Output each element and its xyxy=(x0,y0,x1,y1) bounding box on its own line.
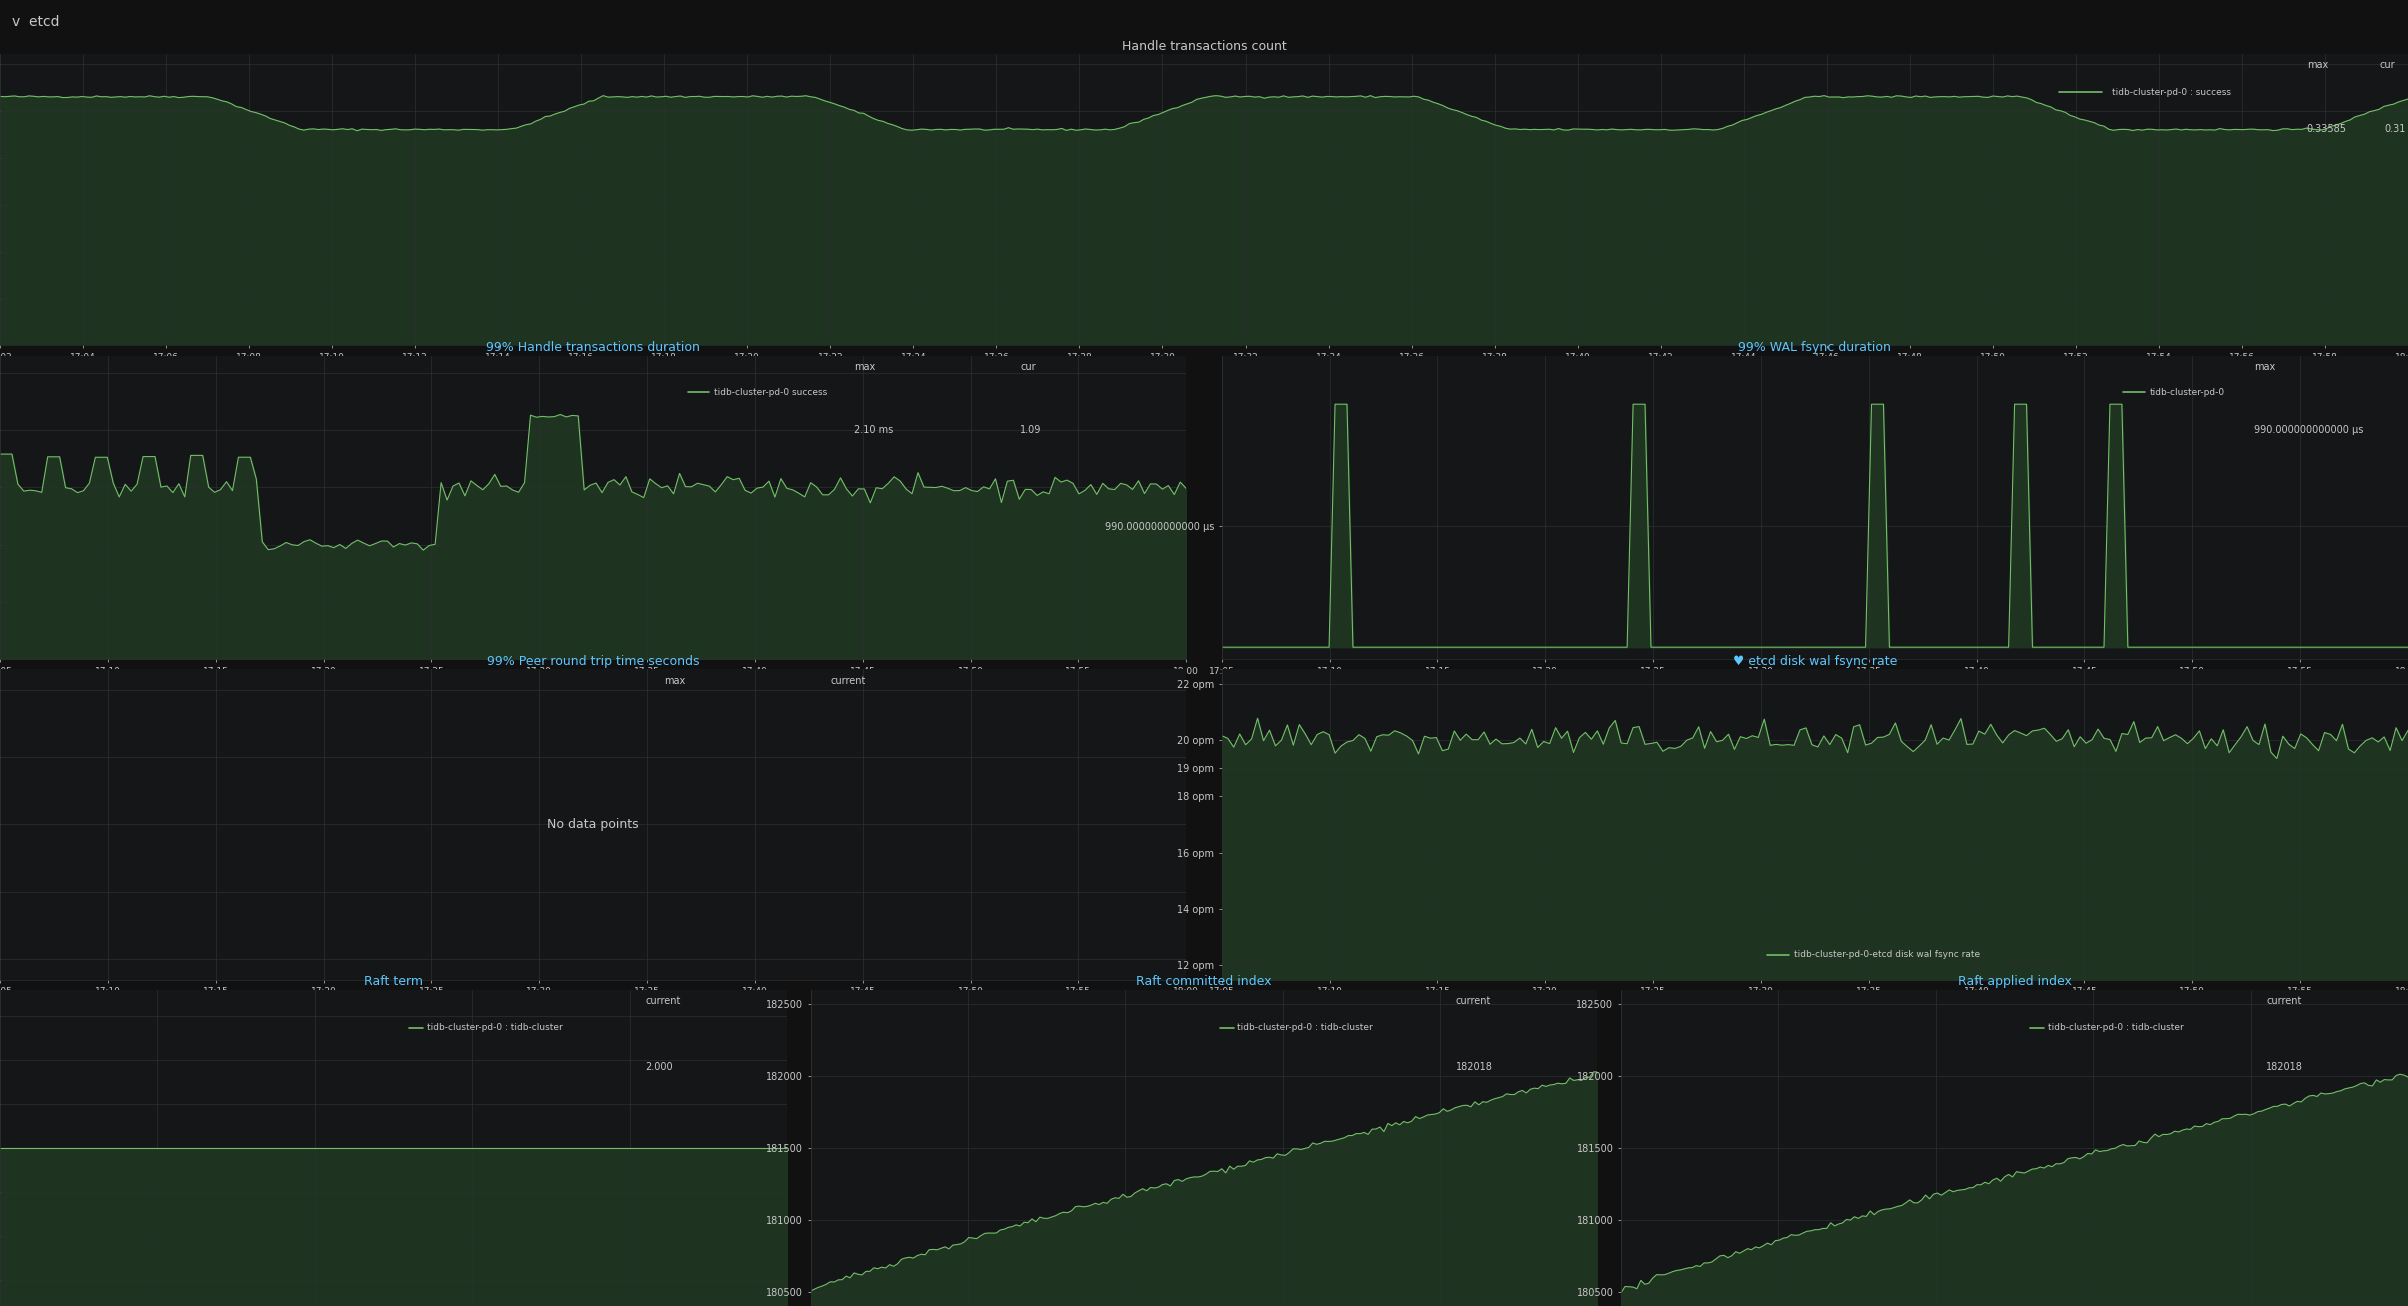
Text: current: current xyxy=(2266,996,2302,1006)
Text: 990.000000000000 µs: 990.000000000000 µs xyxy=(2254,426,2362,435)
Title: Raft term: Raft term xyxy=(364,976,424,989)
Title: Raft committed index: Raft committed index xyxy=(1137,976,1271,989)
Text: cur: cur xyxy=(2379,60,2394,71)
Text: max: max xyxy=(2307,60,2329,71)
Text: 2.000: 2.000 xyxy=(645,1062,672,1072)
Text: 0.33585: 0.33585 xyxy=(2307,124,2348,135)
Title: 99% Peer round trip time seconds: 99% Peer round trip time seconds xyxy=(486,656,698,669)
Text: current: current xyxy=(1457,996,1491,1006)
Text: tidb-cluster-pd-0 success: tidb-cluster-pd-0 success xyxy=(715,388,828,397)
Text: v  etcd: v etcd xyxy=(12,16,60,29)
Title: Raft applied index: Raft applied index xyxy=(1958,976,2071,989)
Text: max: max xyxy=(2254,362,2276,372)
Text: current: current xyxy=(831,675,867,686)
Text: tidb-cluster-pd-0: tidb-cluster-pd-0 xyxy=(2150,388,2225,397)
Text: tidb-cluster-pd-0 : tidb-cluster: tidb-cluster-pd-0 : tidb-cluster xyxy=(426,1023,561,1032)
Text: current: current xyxy=(645,996,681,1006)
Text: tidb-cluster-pd-0 : tidb-cluster: tidb-cluster-pd-0 : tidb-cluster xyxy=(2047,1023,2184,1032)
Text: 1.09: 1.09 xyxy=(1021,426,1043,435)
Title: 99% WAL fsync duration: 99% WAL fsync duration xyxy=(1739,341,1890,354)
Text: max: max xyxy=(665,675,686,686)
Title: Handle transactions count: Handle transactions count xyxy=(1122,40,1286,54)
Text: tidb-cluster-pd-0 : tidb-cluster: tidb-cluster-pd-0 : tidb-cluster xyxy=(1238,1023,1373,1032)
Text: No data points: No data points xyxy=(547,818,638,831)
Title: ♥ etcd disk wal fsync rate: ♥ etcd disk wal fsync rate xyxy=(1734,656,1898,669)
Text: max: max xyxy=(855,362,877,372)
Text: 182018: 182018 xyxy=(2266,1062,2302,1072)
Text: cur: cur xyxy=(1021,362,1035,372)
Text: 2.10 ms: 2.10 ms xyxy=(855,426,893,435)
Text: tidb-cluster-pd-0 : success: tidb-cluster-pd-0 : success xyxy=(2112,88,2230,97)
Title: 99% Handle transactions duration: 99% Handle transactions duration xyxy=(486,341,701,354)
Text: 182018: 182018 xyxy=(1457,1062,1493,1072)
Text: tidb-cluster-pd-0-etcd disk wal fsync rate: tidb-cluster-pd-0-etcd disk wal fsync ra… xyxy=(1794,951,1979,959)
Text: 0.31: 0.31 xyxy=(2384,124,2406,135)
